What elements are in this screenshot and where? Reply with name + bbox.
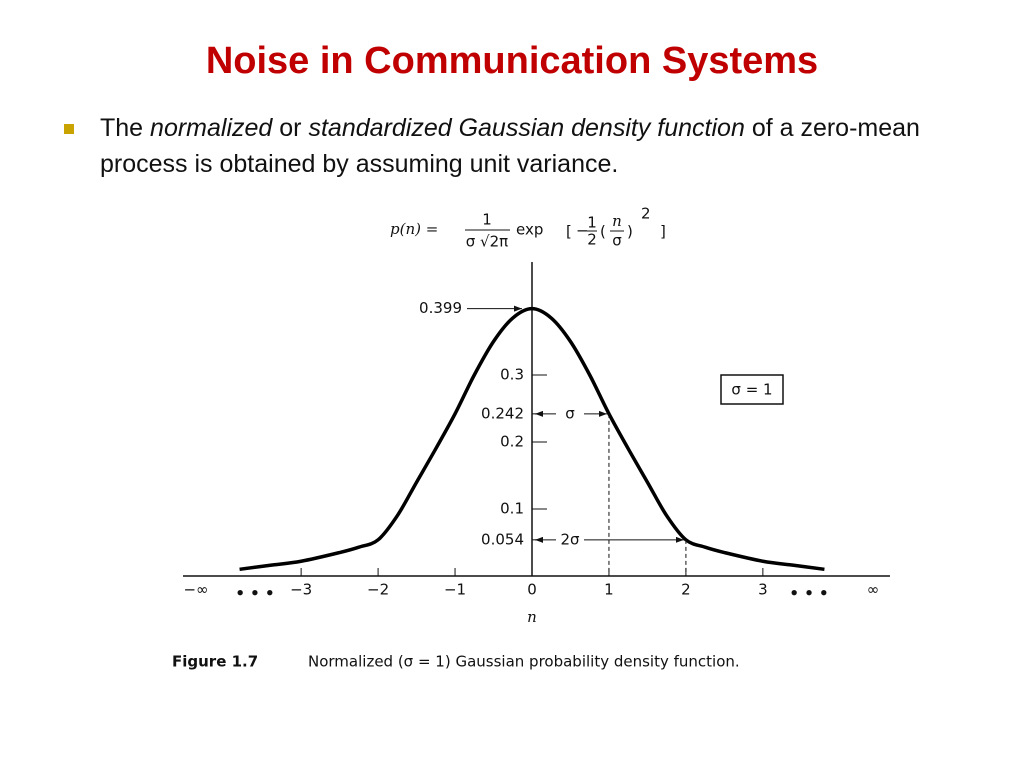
width-label: σ [565, 404, 575, 422]
slide-title: Noise in Communication Systems [205, 40, 819, 82]
y-marker-label: 0.242 [481, 404, 524, 422]
text: of a zero-mean process is obtained by as… [100, 114, 920, 178]
x-tick-label: −3 [290, 581, 312, 599]
x-end-label: ∞ [867, 581, 880, 599]
formula-power: 2 [641, 205, 651, 223]
emphasis: standardized Gaussian density function [308, 114, 745, 142]
formula-half-num: 1 [587, 214, 597, 232]
formula-frac-num: n [612, 212, 622, 230]
ellipsis: • • • [789, 585, 828, 603]
caption-label: Figure 1.7 [172, 653, 258, 671]
formula-num: 1 [482, 211, 492, 229]
bullet-text: The normalized or standardized Gaussian … [100, 110, 950, 182]
formula-den: σ √2π [466, 233, 508, 251]
formula-minus: − [576, 222, 589, 240]
x-tick-label: 2 [681, 581, 691, 599]
x-end-label: −∞ [183, 581, 208, 599]
formula: p(n) = 1 σ √2π exp [ − 1 2 ( n σ ) 2 ] [390, 205, 666, 251]
legend-label: σ = 1 [731, 381, 772, 399]
bracket: [ [566, 223, 572, 241]
formula-half-den: 2 [587, 231, 597, 249]
emphasis: normalized [150, 114, 273, 142]
x-tick-label: 0 [527, 581, 537, 599]
x-tick-label: 1 [604, 581, 614, 599]
y-tick-label: 0.3 [500, 366, 524, 384]
formula-func: exp [516, 221, 543, 239]
x-tick-label: 3 [758, 581, 768, 599]
x-tick-label: −1 [444, 581, 466, 599]
formula-frac-den: σ [612, 232, 622, 250]
peak-label: 0.399 [419, 299, 462, 317]
text: The [100, 114, 144, 142]
y-tick-label: 0.1 [500, 500, 524, 518]
y-tick-label: 0.2 [500, 433, 524, 451]
paren: ) [627, 223, 633, 241]
x-tick-label: −2 [367, 581, 389, 599]
width-label: 2σ [560, 530, 580, 548]
bracket: ] [660, 223, 666, 241]
ellipsis: • • • [235, 585, 274, 603]
legend-box [720, 374, 784, 405]
caption-text: Normalized (σ = 1) Gaussian probability … [308, 653, 740, 671]
x-axis-label: n [527, 608, 537, 626]
formula-lhs: p(n) = [390, 220, 438, 238]
bullet-marker [64, 124, 74, 134]
y-marker-label: 0.054 [481, 530, 524, 548]
text: or [279, 114, 302, 142]
density-curve [239, 306, 825, 572]
paren: ( [600, 223, 606, 241]
